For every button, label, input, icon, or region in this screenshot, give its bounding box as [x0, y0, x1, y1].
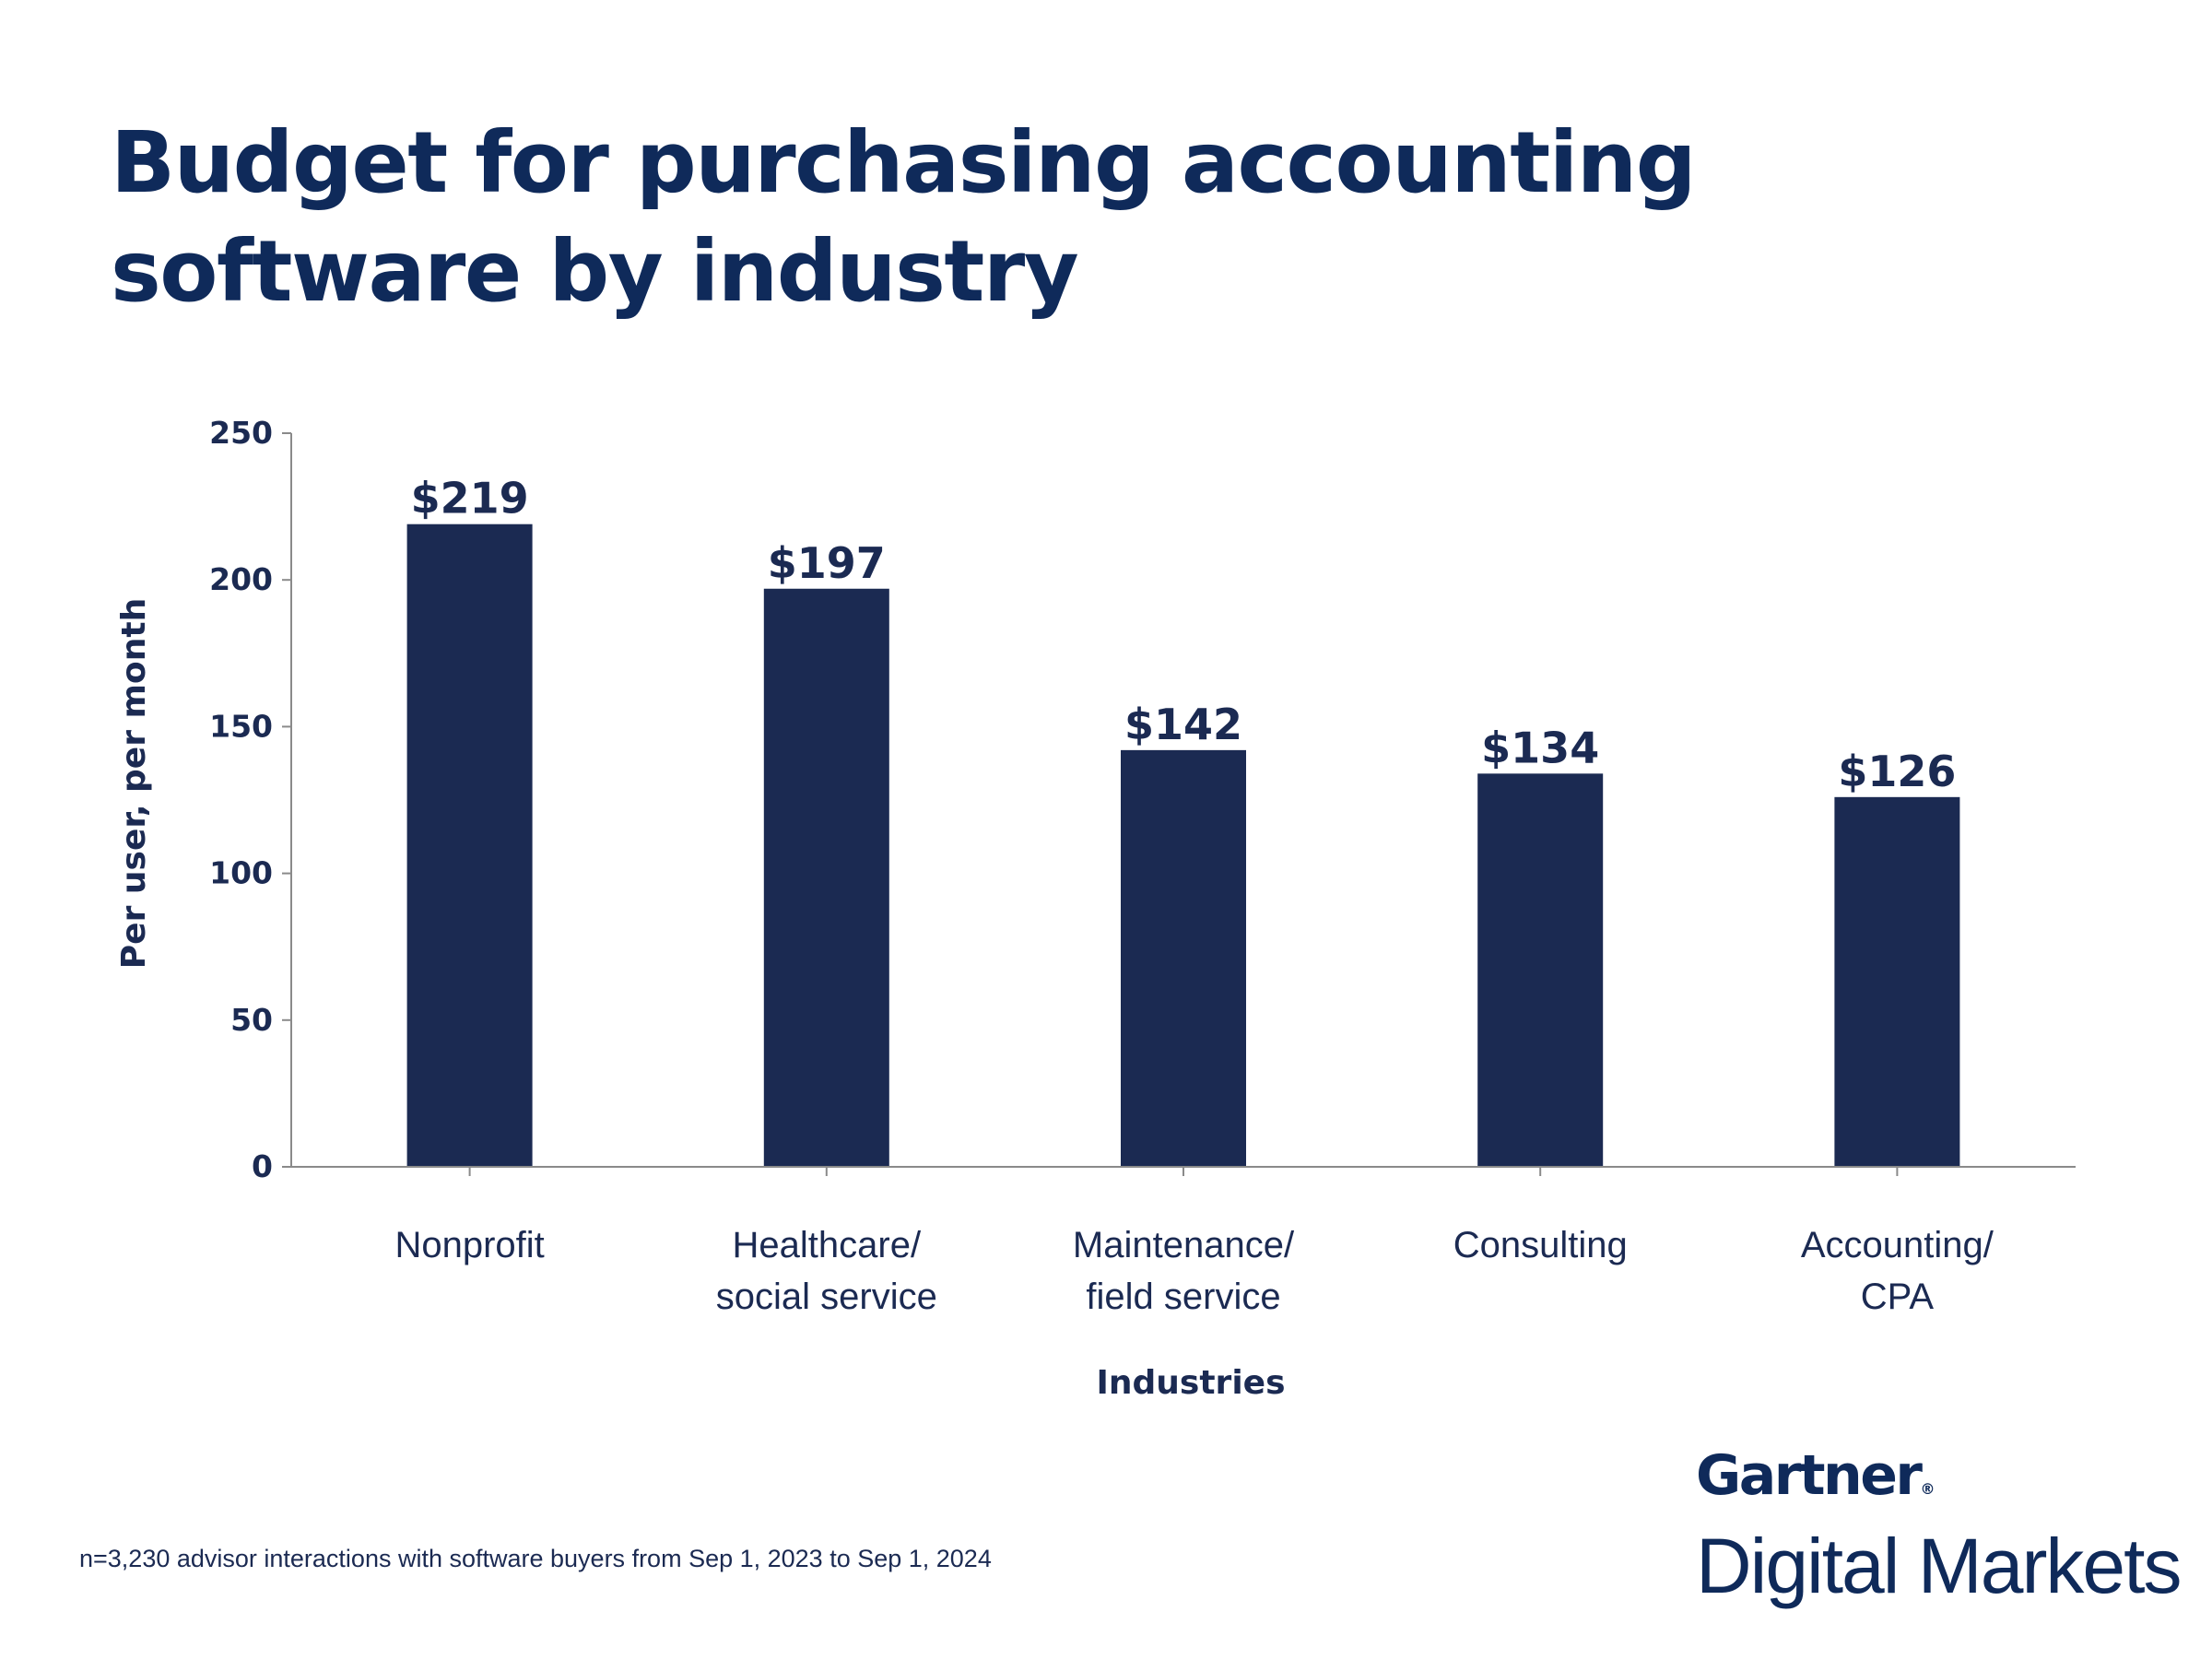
gartner-digital-markets-logo: Gartner® Digital Markets — [1696, 1443, 2182, 1610]
x-tick-label: Consulting — [1453, 1225, 1628, 1265]
data-label: $134 — [1481, 723, 1599, 772]
x-tick-label-line: social service — [716, 1277, 937, 1317]
bar — [1477, 773, 1604, 1167]
bar — [763, 588, 889, 1167]
data-label: $126 — [1838, 747, 1956, 796]
x-axis-ticks — [468, 1167, 1899, 1176]
x-tick-label-line: CPA — [1861, 1277, 1935, 1317]
x-tick-label: Accounting/CPA — [1801, 1225, 1994, 1317]
bars — [406, 524, 1960, 1167]
y-axis-ticks: 0 50 100 150 200 250 — [209, 415, 291, 1184]
x-tick-label: Healthcare/social service — [716, 1225, 937, 1317]
footnote: n=3,230 advisor interactions with softwa… — [79, 1545, 992, 1572]
x-tick-label: Maintenance/field service — [1073, 1225, 1295, 1317]
data-label: $142 — [1124, 700, 1242, 749]
data-label: $219 — [411, 474, 529, 524]
bar — [406, 524, 533, 1167]
x-axis-labels: Nonprofit Healthcare/social service Mainte… — [394, 1225, 1994, 1317]
x-tick-label-line: Nonprofit — [394, 1225, 544, 1265]
y-tick-label: 150 — [209, 708, 273, 744]
x-tick-label-line: Maintenance/ — [1073, 1225, 1295, 1265]
y-tick-label: 100 — [209, 855, 273, 891]
bar — [1834, 796, 1960, 1167]
chart-title: Budget for purchasing accounting softwar… — [111, 113, 1697, 321]
data-label: $197 — [768, 538, 886, 588]
logo-subtitle: Digital Markets — [1696, 1523, 2182, 1609]
bar — [1121, 749, 1246, 1167]
x-tick-label: Nonprofit — [394, 1225, 544, 1265]
logo-wordmark: Gartner — [1696, 1443, 1923, 1508]
x-tick-label-line: Accounting/ — [1801, 1225, 1994, 1265]
registered-mark: ® — [1920, 1480, 1936, 1498]
x-tick-label-line: field service — [1086, 1277, 1280, 1317]
value-labels: $219 $197 $142 $134 $126 — [411, 474, 1957, 796]
x-tick-label-line: Healthcare/ — [733, 1225, 922, 1265]
y-tick-label: 0 — [252, 1148, 273, 1184]
y-tick-label: 250 — [209, 415, 273, 451]
y-axis-title: Per user, per month — [115, 598, 153, 969]
y-tick-label: 200 — [209, 561, 273, 597]
y-tick-label: 50 — [230, 1002, 273, 1038]
x-axis-title: Industries — [1097, 1364, 1286, 1402]
x-tick-label-line: Consulting — [1453, 1225, 1628, 1265]
